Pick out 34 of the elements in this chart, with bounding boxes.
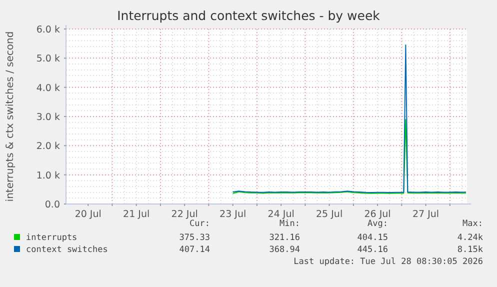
- y-tick-label: 5.0 k: [36, 54, 60, 65]
- y-tick-label: 6.0 k: [36, 24, 60, 36]
- x-tick-label: 25 Jul: [316, 209, 343, 220]
- line-series: [232, 44, 466, 193]
- y-tick-label: 2.0 k: [36, 141, 60, 152]
- text: Min:: [280, 219, 300, 229]
- x-tick-label: 22 Jul: [171, 209, 198, 220]
- text: 407.14: [179, 245, 210, 255]
- text: Avg:: [368, 219, 388, 229]
- x-tick-label: 26 Jul: [364, 209, 391, 220]
- text: 404.15: [357, 233, 388, 243]
- text: 4.24k: [457, 233, 483, 243]
- text: 445.16: [357, 245, 388, 255]
- y-tick-label: 1.0 k: [36, 170, 60, 182]
- text: 375.33: [179, 233, 210, 243]
- y-axis-title: interrupts & ctx switches / second: [5, 31, 16, 202]
- x-tick-label: 20 Jul: [74, 209, 102, 220]
- legend-label: interrupts: [26, 233, 78, 243]
- legend-label: context switches: [26, 245, 108, 255]
- text: Last update: Tue Jul 28 08:30:05 2026: [294, 257, 483, 267]
- text: 8.15k: [457, 245, 483, 255]
- line-series: [232, 118, 466, 194]
- text: 321.16: [269, 233, 300, 243]
- x-tick-label: 27 Jul: [412, 209, 440, 220]
- text: Max:: [462, 219, 483, 229]
- x-tick-label: 21 Jul: [123, 209, 150, 220]
- y-tick-label: 4.0 k: [36, 82, 60, 94]
- text: Cur:: [190, 219, 210, 229]
- x-tick-label: 23 Jul: [220, 209, 246, 220]
- x-tick-label: 24 Jul: [268, 209, 294, 220]
- chart-title: Interrupts and context switches - by week: [117, 8, 381, 23]
- y-tick-label: 0.0: [44, 200, 60, 210]
- text: 368.94: [269, 245, 300, 255]
- y-tick-label: 3.0 k: [36, 112, 60, 123]
